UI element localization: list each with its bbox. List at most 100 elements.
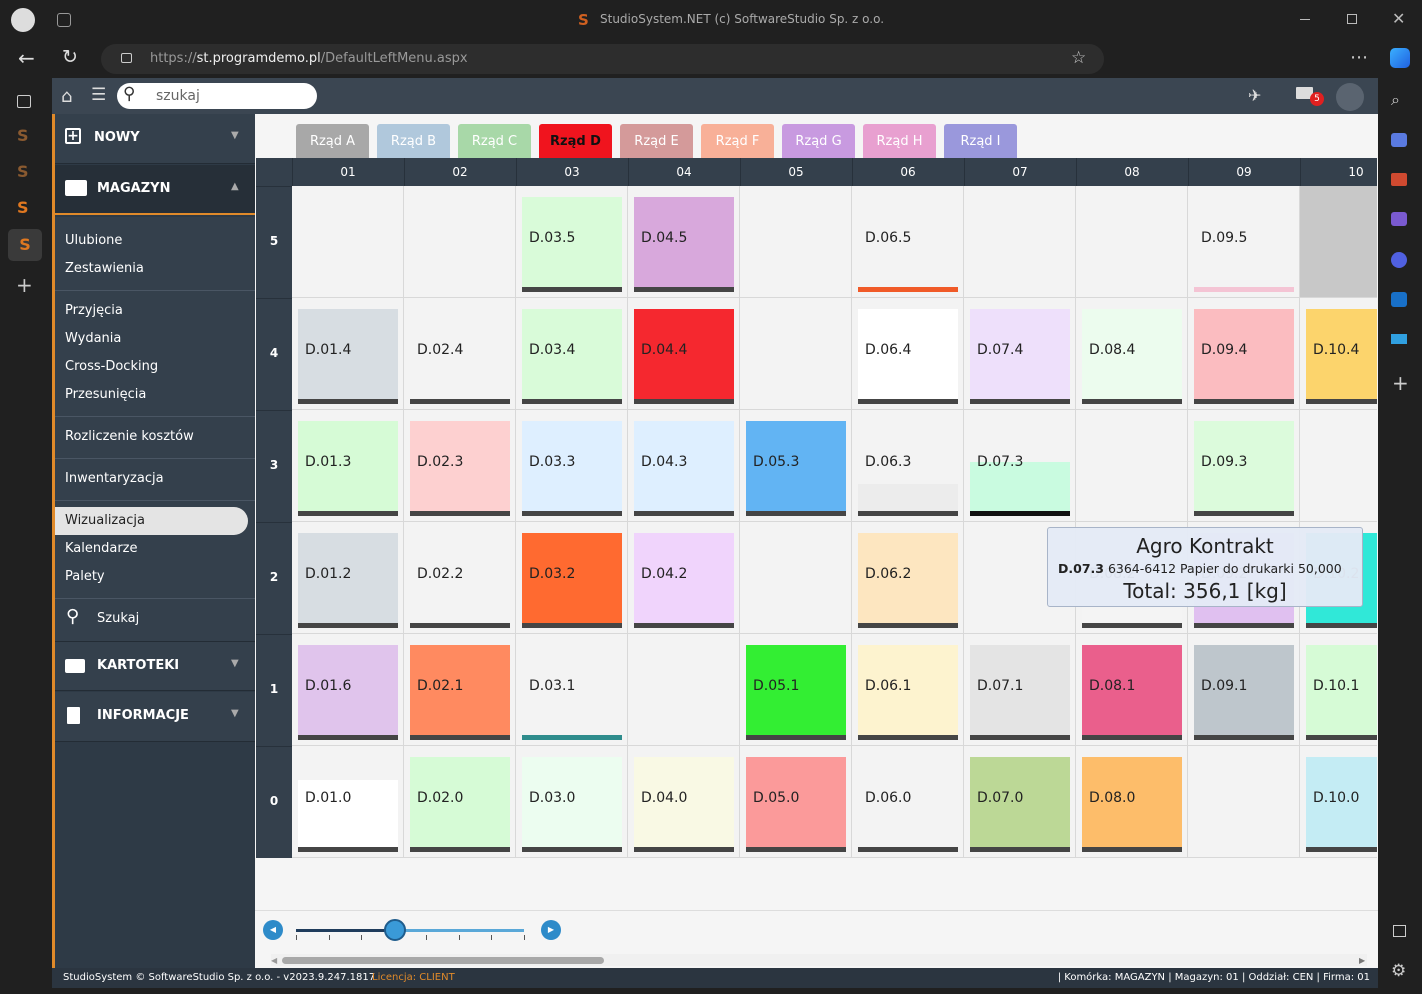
cell[interactable]: D.10.0 — [1300, 746, 1377, 858]
tool-icon[interactable] — [1391, 252, 1407, 268]
tab[interactable]: Rząd H — [863, 124, 936, 158]
settings[interactable]: ⚙ — [1391, 961, 1407, 981]
sidebar-toggle[interactable] — [1393, 925, 1406, 937]
cell[interactable]: D.09.3 — [1188, 410, 1300, 522]
cell[interactable]: D.07.0 — [964, 746, 1076, 858]
tab[interactable]: Rząd F — [701, 124, 774, 158]
cell[interactable]: D.01.2 — [292, 522, 404, 634]
minimize[interactable] — [1300, 19, 1310, 20]
cell[interactable]: D.07.4 — [964, 298, 1076, 410]
tabs-icon[interactable] — [57, 13, 71, 27]
sidebar-tab[interactable]: S — [17, 198, 29, 217]
sidebar-tab[interactable] — [17, 95, 31, 108]
cell[interactable]: D.01.0 — [292, 746, 404, 858]
menu-icon[interactable]: ☰ — [91, 85, 107, 105]
cell[interactable]: D.05.1 — [740, 634, 852, 746]
home-icon[interactable]: ⌂ — [61, 86, 73, 107]
cell[interactable]: D.01.6 — [292, 634, 404, 746]
plane-icon[interactable]: ✈ — [1248, 86, 1262, 105]
tab[interactable]: Rząd G — [782, 124, 855, 158]
menu-header[interactable]: INFORMACJE ▼ — [55, 692, 255, 742]
copilot[interactable] — [1390, 48, 1410, 68]
back[interactable]: ← — [18, 46, 35, 70]
cell[interactable]: D.02.4 — [404, 298, 516, 410]
cell[interactable]: D.03.4 — [516, 298, 628, 410]
cell[interactable]: D.06.2 — [852, 522, 964, 634]
cell[interactable] — [1300, 186, 1377, 298]
cell[interactable]: D.02.2 — [404, 522, 516, 634]
cell[interactable]: D.04.2 — [628, 522, 740, 634]
cell[interactable]: D.01.3 — [292, 410, 404, 522]
cell[interactable]: D.02.0 — [404, 746, 516, 858]
search-box[interactable]: ⚲ szukaj — [117, 83, 317, 109]
tool-icon[interactable] — [1391, 173, 1407, 186]
cell[interactable]: D.08.0 — [1076, 746, 1188, 858]
slider-prev[interactable]: ◀ — [263, 920, 283, 940]
sidebar-tab[interactable]: S — [17, 126, 29, 145]
cell[interactable]: D.04.0 — [628, 746, 740, 858]
tab[interactable]: Rząd E — [620, 124, 693, 158]
cell[interactable]: D.08.1 — [1076, 634, 1188, 746]
tool-icon[interactable] — [1391, 133, 1407, 147]
cell[interactable]: D.06.0 — [852, 746, 964, 858]
new-tab[interactable]: + — [16, 273, 33, 297]
cell[interactable]: D.02.1 — [404, 634, 516, 746]
cell[interactable]: D.06.5 — [852, 186, 964, 298]
cell[interactable]: D.10.4 — [1300, 298, 1377, 410]
sidebar-tab-active[interactable]: S — [8, 229, 42, 261]
tab[interactable]: Rząd B — [377, 124, 450, 158]
tool-icon[interactable] — [1391, 334, 1407, 344]
tab-active[interactable]: Rząd D — [539, 124, 612, 158]
cell[interactable]: D.04.5 — [628, 186, 740, 298]
tool-icon[interactable] — [1391, 212, 1407, 226]
favorite[interactable]: ☆ — [1071, 48, 1087, 68]
menu-item[interactable] — [55, 507, 248, 535]
user-icon[interactable] — [1336, 83, 1364, 111]
cell[interactable]: D.07.3 — [964, 410, 1076, 522]
cell[interactable]: D.03.2 — [516, 522, 628, 634]
more[interactable]: ⋯ — [1350, 47, 1368, 68]
cell[interactable]: D.03.5 — [516, 186, 628, 298]
tab[interactable]: Rząd A — [296, 124, 369, 158]
mail-icon[interactable] — [1296, 87, 1313, 99]
close[interactable]: ✕ — [1392, 9, 1406, 28]
cell[interactable]: D.01.4 — [292, 298, 404, 410]
cell[interactable]: D.09.5 — [1188, 186, 1300, 298]
tab[interactable]: Rząd C — [458, 124, 531, 158]
zoom-slider[interactable]: ◀ ▶ — [255, 914, 575, 954]
menu-header[interactable]: KARTOTEKI ▼ — [55, 641, 255, 691]
slider-next[interactable]: ▶ — [541, 920, 561, 940]
menu-header[interactable]: + NOWY ▼ — [55, 114, 255, 164]
add-tool[interactable]: + — [1392, 371, 1409, 395]
address-bar[interactable]: https://st.programdemo.pl/DefaultLeftMen… — [101, 44, 1104, 74]
cell[interactable]: D.10.1 — [1300, 634, 1377, 746]
cell[interactable]: D.06.4 — [852, 298, 964, 410]
slider-thumb[interactable] — [384, 919, 406, 941]
cell[interactable]: D.09.4 — [1188, 298, 1300, 410]
cell[interactable]: D.06.3 — [852, 410, 964, 522]
cell[interactable]: D.05.3 — [740, 410, 852, 522]
scroll-left[interactable]: ◀ — [271, 956, 278, 965]
search-icon[interactable]: ⌕ — [1391, 90, 1400, 109]
sidebar-tab[interactable]: S — [17, 162, 29, 181]
scroll-right[interactable]: ▶ — [1359, 956, 1366, 965]
scroll-thumb[interactable] — [282, 957, 604, 964]
tool-icon[interactable] — [1391, 292, 1407, 307]
maximize[interactable] — [1347, 14, 1357, 24]
cell[interactable]: D.06.1 — [852, 634, 964, 746]
profile-icon[interactable] — [11, 8, 35, 32]
cell[interactable]: D.02.3 — [404, 410, 516, 522]
cell[interactable]: D.04.3 — [628, 410, 740, 522]
cell[interactable]: D.05.0 — [740, 746, 852, 858]
cell[interactable]: D.07.1 — [964, 634, 1076, 746]
reload[interactable]: ↻ — [62, 46, 78, 68]
cell[interactable]: D.09.1 — [1188, 634, 1300, 746]
cell[interactable]: D.03.3 — [516, 410, 628, 522]
cell[interactable]: D.03.1 — [516, 634, 628, 746]
cell[interactable]: D.08.4 — [1076, 298, 1188, 410]
tab[interactable]: Rząd I — [944, 124, 1017, 158]
h-scrollbar[interactable]: ◀ ▶ — [271, 954, 1367, 966]
cell[interactable]: D.03.0 — [516, 746, 628, 858]
menu-header[interactable]: MAGAZYN ▲ — [55, 165, 255, 215]
cell[interactable]: D.04.4 — [628, 298, 740, 410]
